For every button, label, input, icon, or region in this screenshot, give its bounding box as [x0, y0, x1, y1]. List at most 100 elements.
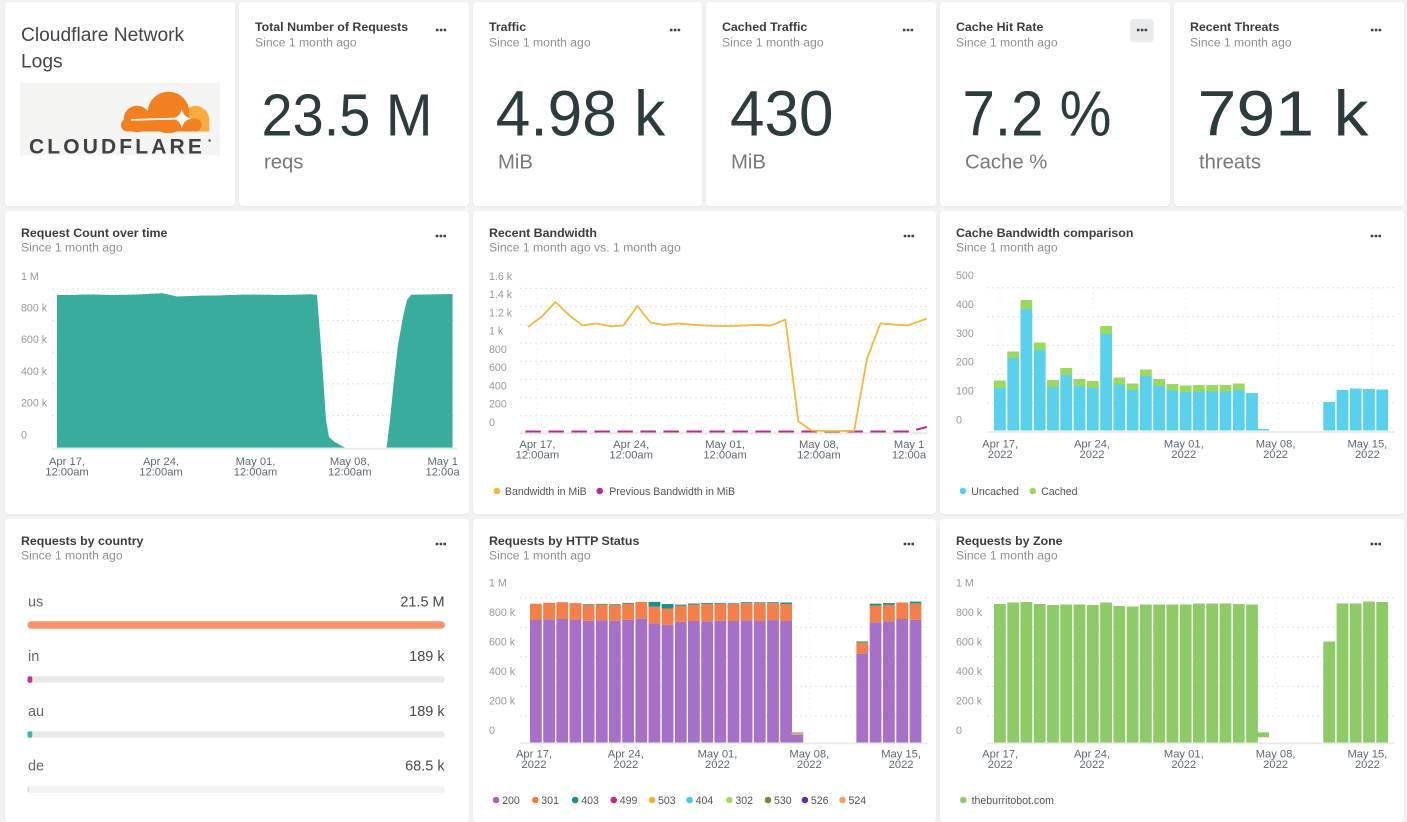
svg-text:400: 400 — [489, 380, 507, 392]
svg-text:0: 0 — [956, 725, 962, 737]
svg-text:403: 403 — [581, 795, 599, 807]
svg-text:reqs: reqs — [264, 151, 303, 173]
svg-text:2022: 2022 — [1172, 759, 1197, 771]
svg-text:Since 1 month ago: Since 1 month ago — [956, 36, 1058, 50]
svg-text:2022: 2022 — [988, 759, 1013, 771]
svg-text:600 k: 600 k — [489, 637, 516, 649]
svg-text:Cache Hit Rate: Cache Hit Rate — [956, 20, 1043, 34]
svg-text:Request Count over time: Request Count over time — [21, 226, 168, 240]
svg-text:Apr 24,: Apr 24, — [143, 456, 179, 468]
svg-text:Logs: Logs — [21, 52, 63, 73]
svg-text:Since 1 month ago: Since 1 month ago — [722, 36, 824, 50]
svg-text:200: 200 — [489, 399, 507, 411]
svg-text:Since 1 month ago: Since 1 month ago — [21, 240, 123, 254]
svg-text:503: 503 — [658, 795, 676, 807]
svg-text:2022: 2022 — [1263, 449, 1288, 461]
svg-text:Recent Threats: Recent Threats — [1190, 20, 1280, 34]
svg-text:12:00am: 12:00am — [703, 449, 747, 461]
svg-text:May 1: May 1 — [427, 456, 457, 468]
svg-text:499: 499 — [619, 795, 637, 807]
svg-text:Since 1 month ago: Since 1 month ago — [489, 548, 591, 562]
svg-text:Since 1 month ago: Since 1 month ago — [489, 36, 591, 50]
svg-text:2022: 2022 — [988, 449, 1013, 461]
svg-text:Apr 17,: Apr 17, — [49, 456, 85, 468]
svg-text:May 08,: May 08, — [330, 456, 370, 468]
svg-text:Cached Traffic: Cached Traffic — [722, 20, 807, 34]
svg-text:Cache %: Cache % — [965, 151, 1047, 173]
svg-text:200: 200 — [502, 795, 520, 807]
svg-text:1.4 k: 1.4 k — [489, 289, 513, 301]
svg-text:Apr 17,: Apr 17, — [982, 748, 1018, 760]
svg-text:1.2 k: 1.2 k — [489, 307, 513, 319]
svg-text:400 k: 400 k — [956, 666, 983, 678]
svg-text:400 k: 400 k — [489, 666, 516, 678]
svg-text:May 01,: May 01, — [236, 456, 276, 468]
svg-text:7.2 %: 7.2 % — [963, 77, 1112, 149]
svg-text:CLOUDFLARE: CLOUDFLARE — [29, 134, 205, 158]
svg-text:12:00am: 12:00am — [609, 449, 653, 461]
svg-text:Cloudflare Network: Cloudflare Network — [21, 25, 185, 46]
svg-text:Bandwidth in MiB: Bandwidth in MiB — [504, 486, 586, 498]
svg-text:4.98 k: 4.98 k — [495, 77, 665, 149]
svg-text:0: 0 — [21, 429, 27, 441]
svg-text:Cache Bandwidth comparison: Cache Bandwidth comparison — [956, 226, 1133, 240]
svg-text:530: 530 — [774, 795, 792, 807]
svg-text:2022: 2022 — [521, 759, 546, 771]
svg-text:Apr 24,: Apr 24, — [613, 439, 649, 451]
svg-text:1 k: 1 k — [489, 326, 504, 338]
svg-text:May 08,: May 08, — [1256, 438, 1296, 450]
svg-text:threats: threats — [1199, 151, 1261, 173]
svg-text:100: 100 — [956, 385, 974, 397]
svg-text:600 k: 600 k — [21, 334, 48, 346]
svg-text:May 15,: May 15, — [1348, 438, 1388, 450]
svg-text:430: 430 — [730, 77, 833, 149]
svg-text:301: 301 — [541, 795, 559, 807]
svg-text:Cached: Cached — [1041, 486, 1078, 498]
svg-text:23.5 M: 23.5 M — [261, 82, 432, 148]
svg-text:Since 1 month ago: Since 1 month ago — [255, 36, 357, 50]
svg-text:200 k: 200 k — [956, 696, 983, 708]
svg-text:200 k: 200 k — [21, 398, 48, 410]
svg-text:Requests by country: Requests by country — [21, 534, 144, 548]
svg-text:524: 524 — [848, 795, 866, 807]
svg-text:12:00am: 12:00am — [797, 449, 841, 461]
svg-text:0: 0 — [489, 417, 495, 429]
svg-text:MiB: MiB — [731, 151, 766, 173]
svg-text:May 08,: May 08, — [1256, 748, 1296, 760]
svg-text:Since 1 month ago: Since 1 month ago — [956, 548, 1058, 562]
svg-text:600: 600 — [489, 362, 507, 374]
svg-text:May 08,: May 08, — [799, 439, 839, 451]
svg-text:Since 1 month ago: Since 1 month ago — [1190, 36, 1292, 50]
svg-text:de: de — [28, 758, 44, 774]
svg-text:Requests by Zone: Requests by Zone — [956, 534, 1063, 548]
svg-text:800: 800 — [489, 344, 507, 356]
svg-text:Since 1 month ago vs. 1 month: Since 1 month ago vs. 1 month ago — [489, 240, 681, 254]
svg-text:189 k: 189 k — [409, 649, 445, 665]
svg-text:Apr 24,: Apr 24, — [1074, 438, 1110, 450]
svg-text:theburritobot.com: theburritobot.com — [972, 795, 1055, 807]
svg-text:0: 0 — [489, 725, 495, 737]
svg-text:2022: 2022 — [705, 759, 730, 771]
svg-text:500: 500 — [956, 270, 974, 282]
svg-text:Traffic: Traffic — [489, 20, 526, 34]
svg-text:in: in — [28, 649, 39, 665]
svg-text:Requests by HTTP Status: Requests by HTTP Status — [489, 534, 639, 548]
svg-text:12:00a: 12:00a — [425, 466, 460, 478]
svg-text:12:00a: 12:00a — [891, 449, 926, 461]
svg-text:1.6 k: 1.6 k — [489, 271, 513, 283]
svg-text:Apr 17,: Apr 17, — [516, 748, 552, 760]
svg-text:800 k: 800 k — [489, 607, 516, 619]
svg-text:12:00am: 12:00am — [139, 466, 183, 478]
svg-text:200 k: 200 k — [489, 696, 516, 708]
svg-text:Apr 24,: Apr 24, — [1074, 748, 1110, 760]
svg-text:302: 302 — [735, 795, 753, 807]
svg-text:May 01,: May 01, — [1164, 748, 1204, 760]
svg-text:2022: 2022 — [1355, 759, 1380, 771]
svg-text:12:00am: 12:00am — [45, 466, 89, 478]
svg-text:800 k: 800 k — [21, 303, 48, 315]
svg-text:2022: 2022 — [1080, 449, 1105, 461]
svg-text:2022: 2022 — [888, 759, 913, 771]
svg-text:2022: 2022 — [1355, 449, 1380, 461]
svg-text:404: 404 — [695, 795, 713, 807]
svg-text:600 k: 600 k — [956, 637, 983, 649]
